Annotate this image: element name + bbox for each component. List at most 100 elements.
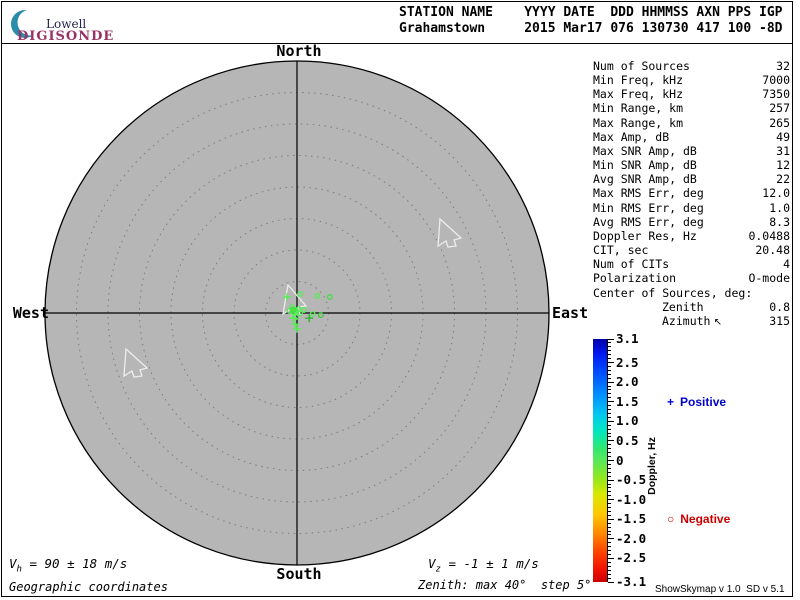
stat-value: 257: [769, 101, 790, 116]
colorbar-minor-tick: [608, 510, 611, 512]
stat-value: 7350: [762, 87, 790, 102]
stat-value: 0.0488: [748, 228, 790, 243]
vh-value: = 90 ± 18 m/s: [21, 556, 128, 571]
stat-row: Doppler Res, Hz 0.0488: [593, 229, 790, 243]
stat-label: Azimuth ↖: [662, 313, 723, 328]
colorbar-major-tick: [608, 518, 614, 520]
stat-label: Min Range, km: [593, 101, 684, 116]
compass-south-label: South: [276, 565, 322, 583]
header-bar: [1, 1, 793, 44]
stat-label: Doppler Res, Hz: [593, 228, 697, 243]
source-marker-dot: [289, 306, 297, 314]
stat-label: Zenith: [662, 299, 704, 314]
vertical-velocity-value: Vz = -1 ± 1 m/s: [428, 556, 539, 575]
colorbar-minor-tick: [608, 573, 611, 575]
colorbar-minor-tick: [608, 561, 611, 563]
stat-label: Max Range, km: [593, 115, 684, 130]
vz-symbol: V: [428, 556, 436, 571]
colorbar-major-tick: [608, 557, 614, 559]
colorbar-minor-tick: [608, 471, 611, 473]
colorbar-minor-tick: [608, 444, 611, 446]
stat-row: Min RMS Err, deg 1.0: [593, 201, 790, 215]
stat-value: 4: [783, 257, 790, 272]
colorbar-tick-label: 1.0: [616, 413, 639, 429]
colorbar-major-tick: [608, 499, 614, 501]
colorbar-minor-tick: [608, 522, 611, 524]
compass-north-label: North: [276, 42, 322, 60]
stat-row: Min Freq, kHz 7000: [593, 73, 790, 87]
vz-value: = -1 ± 1 m/s: [440, 556, 539, 571]
colorbar-major-tick: [608, 479, 614, 481]
colorbar-minor-tick: [608, 385, 611, 387]
stat-row: Zenith 0.8: [593, 300, 790, 314]
colorbar-major-tick: [608, 401, 614, 403]
source-marker-plus: [291, 320, 299, 329]
stats-panel: Num of Sources 32 Min Freq, kHz 7000 Max Fre…: [593, 59, 790, 330]
colorbar-minor-tick: [608, 565, 611, 567]
source-marker-plus: [305, 314, 314, 323]
compass-west-label: West: [12, 304, 49, 322]
vh-subscript: h: [16, 564, 22, 575]
colorbar-tick-label: -1.5: [616, 511, 647, 527]
colorbar-tick-label: 2.0: [616, 374, 639, 390]
colorbar-tick-label: 3.1: [616, 331, 639, 346]
stat-value: 20.48: [755, 243, 790, 258]
colorbar-minor-tick: [608, 550, 611, 552]
colorbar-major-tick: [608, 338, 614, 340]
legend-positive: + Positive: [667, 395, 726, 409]
stat-label: Max SNR Amp, dB: [593, 143, 697, 158]
stat-value: 22: [776, 172, 790, 187]
colorbar-tick-label: 0: [616, 452, 624, 468]
stat-value: 32: [776, 59, 790, 73]
source-marker-plus: [283, 293, 291, 301]
colorbar-major-tick: [608, 381, 614, 383]
legend-negative-label: Negative: [680, 512, 731, 526]
stat-label: CIT, sec: [593, 243, 649, 258]
legend-positive-label: Positive: [680, 395, 727, 409]
colorbar-minor-tick: [608, 358, 611, 360]
direction-arrow: [437, 217, 463, 248]
colorbar-tick-label: -1.0: [616, 491, 647, 507]
circle-marker-icon: ○: [667, 512, 675, 526]
zenith-range-note: Zenith: max 40° step 5°: [418, 578, 592, 592]
stat-row: Max Range, km 265: [593, 116, 790, 130]
colorbar-minor-tick: [608, 530, 611, 532]
colorbar-minor-tick: [608, 503, 611, 505]
source-marker-circle: [297, 291, 303, 297]
colorbar-minor-tick: [608, 350, 611, 352]
direction-arrow: [123, 347, 149, 378]
stat-row: Num of Sources 32: [593, 59, 790, 73]
stat-value: 12: [776, 158, 790, 173]
stat-value: 31: [776, 143, 790, 158]
stat-value: 8.3: [769, 214, 790, 229]
station-header-values: Grahamstown 2015 Mar17 076 130730 417 10…: [399, 21, 783, 36]
colorbar-major-tick: [608, 440, 614, 442]
colorbar-major-tick: [608, 362, 614, 364]
colorbar-minor-tick: [608, 342, 611, 344]
stat-value: O-mode: [748, 271, 790, 286]
colorbar-minor-tick: [608, 487, 611, 489]
legend-negative: ○ Negative: [667, 512, 730, 526]
colorbar-major-tick: [608, 581, 614, 583]
vz-subscript: z: [435, 564, 441, 575]
logo-lowell-text: Lowell: [46, 17, 87, 31]
stat-row: Avg SNR Amp, dB 22: [593, 172, 790, 186]
stat-row: Num of CITs 4: [593, 257, 790, 271]
source-marker-plus: [293, 324, 301, 333]
colorbar-minor-tick: [608, 507, 611, 509]
logo-digisonde-text: DIGISONDE: [17, 29, 115, 44]
source-marker-circle: [309, 311, 316, 318]
horizontal-velocity-value: Vh = 90 ± 18 m/s: [9, 556, 127, 575]
colorbar-minor-tick: [608, 409, 611, 411]
stat-label: Min SNR Amp, dB: [593, 158, 697, 173]
colorbar-minor-tick: [608, 452, 611, 454]
colorbar-minor-tick: [608, 546, 611, 548]
colorbar-tick-label: 1.5: [616, 393, 639, 409]
stat-row: Max RMS Err, deg 12.0: [593, 186, 790, 200]
source-marker-circle: [314, 293, 321, 299]
stat-row: Center of Sources, deg:: [593, 286, 790, 300]
colorbar-tick-label: -2.5: [616, 550, 647, 566]
colorbar-major-tick: [608, 538, 614, 540]
colorbar-minor-tick: [608, 346, 611, 348]
